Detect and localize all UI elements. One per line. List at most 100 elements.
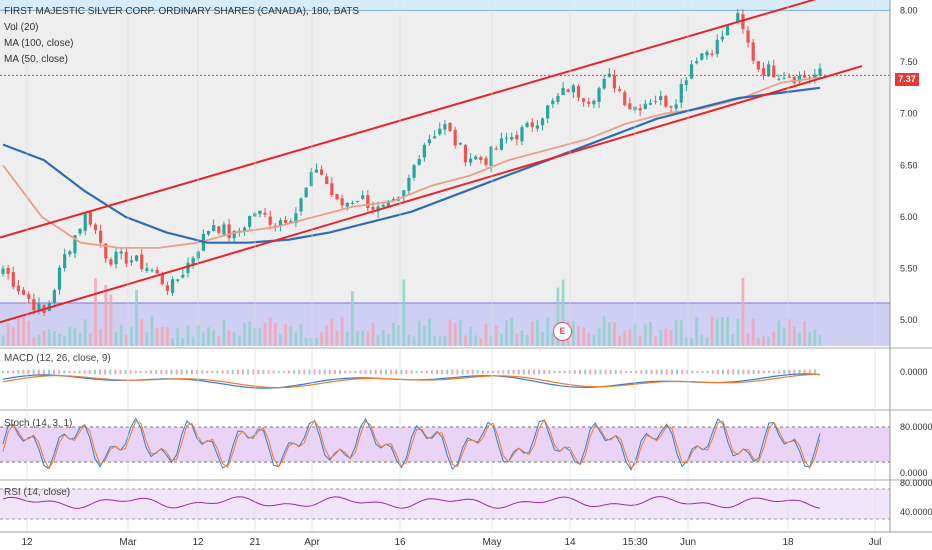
volume-bar: [695, 316, 699, 346]
volume-bar: [715, 319, 719, 346]
candle-body: [355, 200, 360, 202]
macd-histogram-bar: [737, 369, 740, 375]
time-tick-label: 14: [564, 537, 576, 548]
candle-body: [463, 145, 468, 163]
volume-bar: [140, 318, 144, 346]
candle-body: [571, 85, 575, 93]
volume-bar: [243, 322, 246, 346]
time-tick-label: Jun: [680, 537, 696, 548]
volume-bar: [371, 322, 375, 346]
volume-bar: [726, 317, 729, 346]
macd-histogram-bar: [502, 370, 505, 374]
candle-body: [314, 169, 319, 173]
candle-body: [366, 195, 370, 208]
macd-histogram-bar: [558, 370, 561, 374]
candle-body: [68, 251, 72, 255]
price-tick-label: 7.00: [900, 109, 918, 119]
candle-body: [350, 202, 355, 204]
volume-bar: [304, 337, 308, 346]
candle-body: [556, 95, 560, 102]
macd-histogram-bar: [599, 369, 602, 375]
volume-bar: [674, 319, 678, 346]
candle-body: [587, 101, 591, 104]
candle-body: [140, 254, 144, 270]
macd-histogram-bar: [415, 370, 418, 374]
candle-body: [648, 102, 653, 105]
price-tick-label: 8.00: [900, 5, 918, 15]
volume-bar: [453, 323, 457, 346]
macd-pane[interactable]: [0, 347, 932, 408]
volume-bar: [299, 324, 303, 346]
volume-bar: [263, 322, 267, 346]
vol-legend: Vol (20): [4, 22, 39, 33]
volume-bar: [325, 325, 329, 346]
macd-histogram-bar: [216, 370, 219, 374]
ma100-legend: MA (100, close): [4, 38, 74, 49]
macd-histogram-bar: [773, 370, 776, 374]
macd-histogram-bar: [400, 369, 403, 375]
volume-bar: [104, 285, 108, 346]
volume-bar: [417, 320, 421, 346]
volume-bar: [756, 337, 760, 346]
volume-bar: [351, 291, 354, 346]
price-tick-label: 5.50: [900, 264, 918, 274]
macd-histogram-bar: [104, 369, 107, 375]
volume-bar: [638, 336, 642, 346]
volume-bar: [284, 324, 288, 346]
macd-histogram-bar: [206, 370, 209, 374]
macd-histogram-bar: [594, 369, 597, 375]
volume-bar: [551, 332, 555, 346]
candle-body: [515, 135, 519, 140]
candle-body: [438, 128, 442, 135]
candle-body: [191, 257, 195, 265]
candle-body: [458, 143, 462, 145]
macd-histogram-bar: [384, 369, 387, 375]
price-pane[interactable]: [0, 0, 890, 346]
volume-bar: [448, 319, 452, 346]
candle-body: [37, 303, 41, 311]
volume-bar: [643, 324, 647, 346]
volume-bar: [664, 328, 668, 346]
candle-body: [813, 74, 817, 79]
macd-histogram-bar: [185, 369, 188, 375]
volume-bar: [320, 332, 323, 346]
candle-body: [695, 61, 699, 64]
candle-body: [746, 30, 750, 43]
volume-bar: [767, 336, 771, 346]
candle-body: [88, 212, 92, 225]
macd-histogram-bar: [778, 370, 781, 374]
candle-body: [582, 98, 586, 102]
volume-bar: [160, 326, 164, 346]
volume-bar: [114, 331, 118, 346]
volume-bar: [623, 330, 627, 346]
candle-body: [248, 216, 252, 227]
volume-bar: [705, 337, 709, 346]
macd-histogram-bar: [691, 370, 694, 374]
macd-histogram-bar: [180, 369, 183, 375]
macd-histogram-bar: [813, 369, 816, 375]
candle-body: [535, 125, 539, 129]
macd-histogram-bar: [798, 369, 801, 375]
macd-histogram-bar: [293, 370, 296, 374]
volume-bar: [27, 320, 31, 346]
volume-bar: [607, 322, 611, 346]
macd-histogram-bar: [344, 370, 347, 374]
macd-histogram-bar: [527, 369, 530, 375]
volume-bar: [700, 334, 704, 346]
macd-histogram-bar: [272, 370, 275, 374]
volume-bar: [171, 337, 174, 346]
candle-body: [720, 36, 724, 40]
macd-histogram-bar: [783, 370, 786, 374]
macd-histogram-bar: [298, 369, 301, 375]
stoch-pane[interactable]: [0, 409, 932, 478]
macd-histogram-bar: [47, 369, 50, 375]
macd-histogram-bar: [374, 369, 377, 375]
rsi-pane[interactable]: [0, 479, 932, 530]
candle-body: [340, 198, 344, 206]
candle-body: [448, 122, 452, 132]
candle-body: [150, 270, 154, 272]
candle-body: [299, 198, 303, 212]
earnings-badge[interactable]: E: [553, 322, 572, 341]
